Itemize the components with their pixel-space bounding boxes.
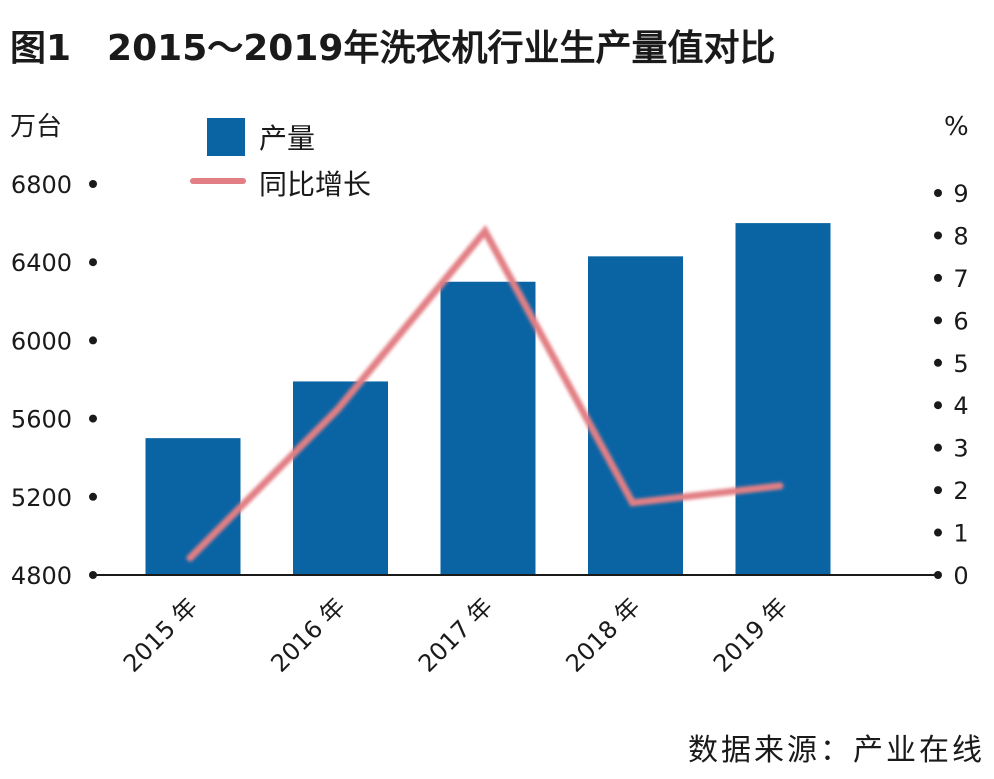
- right-tick-dot-3: [934, 443, 942, 452]
- bar-3: [588, 256, 683, 575]
- x-tick-label-2: 2017 年: [413, 592, 498, 677]
- bar-4: [735, 223, 831, 575]
- right-tick-label-0: 0: [953, 562, 968, 590]
- right-tick-label-7: 7: [953, 265, 968, 293]
- left-tick-dot-3: [89, 336, 97, 345]
- growth-point-0: [189, 557, 191, 559]
- right-tick-label-6: 6: [953, 307, 968, 335]
- right-axis-unit: %: [944, 112, 969, 142]
- left-tick-dot-4: [89, 258, 97, 267]
- growth-point-4: [779, 485, 781, 487]
- bars-layer: [145, 223, 831, 575]
- legend: 产量 同比增长: [190, 118, 371, 201]
- left-tick-label-4: 6400: [11, 249, 72, 277]
- left-tick-dot-1: [89, 492, 97, 501]
- source-note: 数据来源：产业在线: [688, 733, 985, 768]
- legend-swatch-bar: [207, 118, 245, 156]
- bar-2: [440, 281, 536, 575]
- right-tick-dot-6: [934, 316, 942, 325]
- x-tick-label-4: 2019 年: [708, 592, 793, 677]
- right-tick-dot-8: [934, 231, 942, 240]
- growth-point-3: [632, 502, 633, 504]
- x-tick-label-3: 2018 年: [560, 592, 645, 677]
- left-tick-dot-5: [89, 180, 97, 188]
- right-tick-label-4: 4: [953, 392, 968, 420]
- right-tick-dot-0: [934, 571, 942, 579]
- right-tick-label-1: 1: [953, 520, 968, 548]
- growth-point-2: [484, 230, 486, 232]
- left-tick-label-2: 5600: [11, 406, 72, 434]
- left-tick-label-3: 6000: [11, 327, 72, 355]
- bar-1: [293, 381, 388, 575]
- right-tick-label-8: 8: [953, 222, 968, 250]
- right-tick-label-5: 5: [953, 350, 968, 378]
- x-tick-label-0: 2015 年: [118, 592, 203, 677]
- legend-label-bar: 产量: [259, 122, 315, 155]
- line-layer: [186, 224, 784, 562]
- right-tick-dot-5: [934, 358, 942, 367]
- left-tick-label-0: 4800: [11, 562, 72, 590]
- right-tick-label-3: 3: [953, 435, 968, 463]
- right-tick-dot-9: [934, 189, 942, 197]
- right-tick-label-2: 2: [953, 477, 968, 505]
- chart-title: 图1 2015～2019年洗衣机行业生产量值对比: [10, 28, 775, 69]
- left-tick-label-1: 5200: [11, 484, 72, 512]
- growth-point-1: [337, 408, 338, 410]
- left-axis-unit: 万台: [10, 112, 62, 142]
- right-tick-dot-2: [934, 486, 942, 495]
- right-tick-dot-4: [934, 401, 942, 410]
- right-tick-dot-1: [934, 528, 942, 537]
- left-tick-dot-0: [89, 571, 97, 579]
- legend-label-line: 同比增长: [259, 168, 371, 201]
- right-tick-dot-7: [934, 273, 942, 282]
- left-tick-label-5: 6800: [11, 171, 72, 199]
- right-tick-label-9: 9: [953, 180, 968, 208]
- x-tick-label-1: 2016 年: [265, 592, 350, 677]
- left-tick-dot-2: [89, 414, 97, 423]
